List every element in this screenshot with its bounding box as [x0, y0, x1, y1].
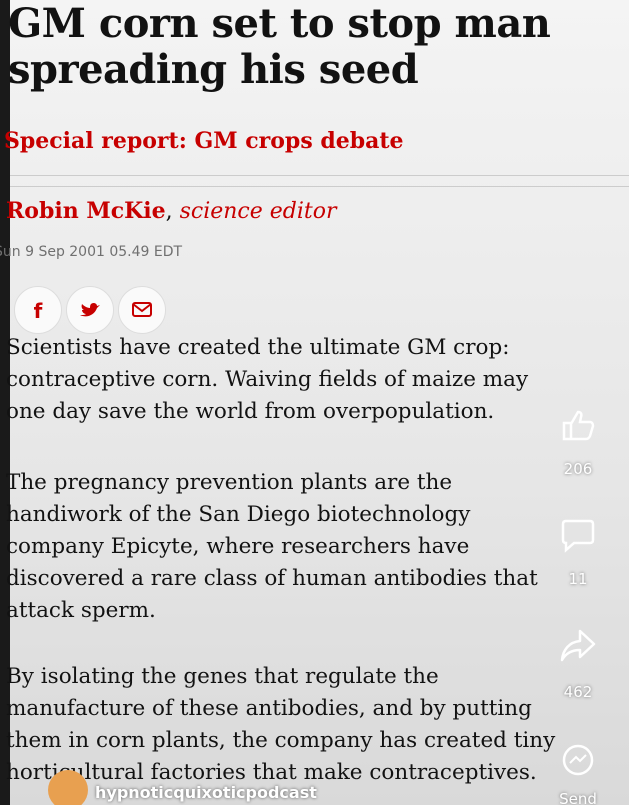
comment-count: 11 — [557, 570, 599, 588]
avatar[interactable] — [48, 770, 88, 805]
paragraph-line: Scientists have created the ultimate GM … — [6, 335, 509, 360]
paragraph-line: company Epicyte, where researchers have — [6, 534, 469, 559]
headline: spreading his seed — [8, 48, 418, 92]
email-share[interactable] — [118, 286, 166, 334]
author[interactable]: Robin McKie — [6, 198, 166, 224]
username[interactable]: hypnoticquixoticpodcast — [95, 783, 317, 802]
paragraph-line: By isolating the genes that regulate the — [6, 664, 439, 689]
like-count: 206 — [557, 460, 599, 478]
paragraph-line: them in corn plants, the company has cre… — [6, 728, 555, 753]
paragraph-line: The pregnancy prevention plants are the — [6, 470, 452, 495]
share-icon[interactable] — [558, 625, 598, 665]
twitter-share[interactable] — [66, 286, 114, 334]
share-count: 462 — [557, 683, 599, 701]
like-icon[interactable] — [558, 405, 598, 445]
send-icon[interactable] — [558, 740, 598, 780]
headline: GM corn set to stop man — [8, 2, 550, 46]
paragraph-line: handiwork of the San Diego biotechnology — [6, 502, 470, 527]
facebook-share[interactable]: f — [14, 286, 62, 334]
byline: Robin McKie, science editor — [6, 198, 337, 224]
paragraph-line: one day save the world from overpopulati… — [6, 399, 494, 424]
section-link[interactable]: Special report: GM crops debate — [4, 128, 404, 154]
role: science editor — [180, 199, 337, 224]
send-label: Send — [557, 790, 599, 805]
comment-icon[interactable] — [558, 515, 598, 555]
screen: GM corn set to stop man spreading his se… — [0, 0, 629, 805]
paragraph-line: contraceptive corn. Waiving fields of ma… — [6, 367, 528, 392]
paragraph-line: manufacture of these antibodies, and by … — [6, 696, 532, 721]
svg-text:f: f — [34, 299, 43, 323]
paragraph-line: attack sperm. — [6, 598, 156, 623]
divider — [10, 175, 629, 187]
date: Sun 9 Sep 2001 05.49 EDT — [0, 244, 182, 260]
paragraph-line: discovered a rare class of human antibod… — [6, 566, 538, 591]
